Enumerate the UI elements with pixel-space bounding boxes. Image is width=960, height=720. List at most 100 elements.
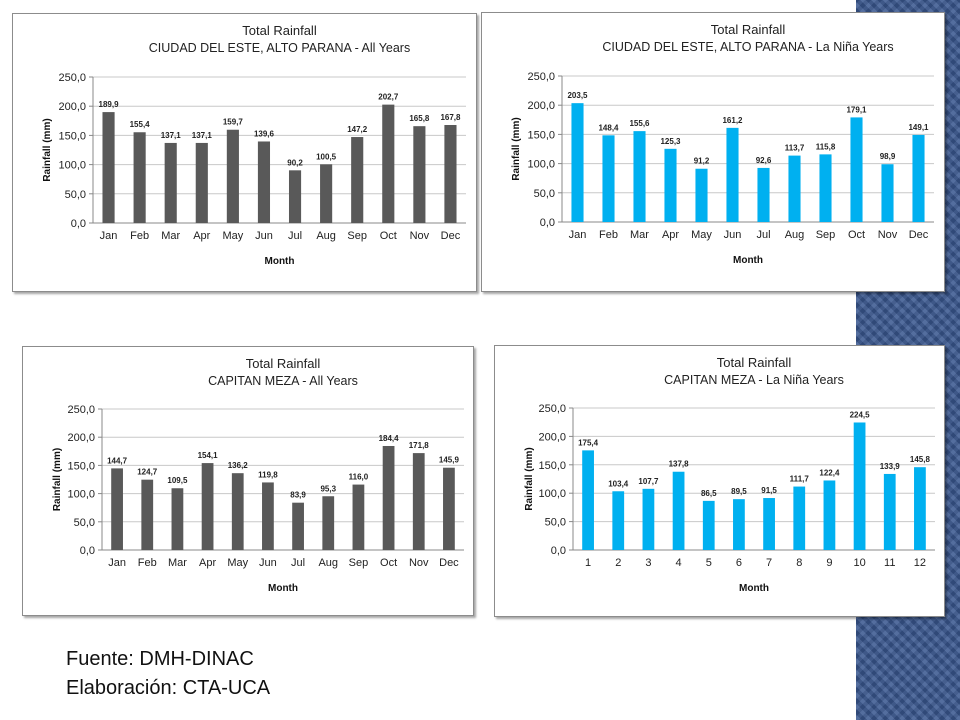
bar	[883, 473, 896, 550]
bar	[141, 479, 154, 550]
data-label: 154,1	[198, 451, 219, 460]
bar	[352, 484, 365, 550]
x-tick-label: 8	[796, 557, 802, 569]
bar	[672, 471, 685, 550]
bar	[413, 126, 426, 223]
data-label: 125,3	[660, 137, 681, 146]
data-label: 137,1	[161, 131, 182, 140]
x-tick-label: Aug	[318, 557, 338, 569]
data-label: 119,8	[258, 470, 278, 479]
bar	[111, 468, 123, 550]
y-axis-label: Rainfall (mm)	[524, 447, 535, 510]
x-tick-label: Feb	[130, 230, 149, 242]
chart-panel-capitan-meza-la-nina: Total Rainfall CAPITAN MEZA - La Niña Yea…	[494, 345, 945, 617]
data-label: 189,9	[99, 100, 120, 109]
bar	[320, 164, 333, 223]
bar	[444, 125, 457, 223]
bar	[726, 127, 739, 222]
x-tick-label: 6	[736, 557, 742, 569]
y-tick-label: 250,0	[527, 71, 555, 83]
bar	[443, 467, 455, 550]
y-tick-label: 0,0	[551, 545, 566, 557]
bar	[322, 496, 335, 550]
x-tick-label: 2	[615, 557, 621, 569]
bar	[171, 488, 184, 550]
y-tick-label: 50,0	[534, 188, 555, 200]
data-label: 145,8	[910, 455, 931, 464]
y-tick-label: 250,0	[67, 404, 95, 416]
x-tick-label: 9	[826, 557, 832, 569]
y-tick-label: 150,0	[67, 460, 95, 472]
chart-subtitle: CIUDAD DEL ESTE, ALTO PARANA - La Niña Y…	[602, 40, 893, 54]
data-label: 175,4	[578, 438, 599, 447]
data-label: 98,9	[880, 152, 896, 161]
chart-svg: Total Rainfall CIUDAD DEL ESTE, ALTO PARA…	[511, 22, 934, 266]
x-tick-label: Sep	[347, 230, 367, 242]
chart-svg: Total Rainfall CAPITAN MEZA - La Niña Yea…	[524, 355, 935, 594]
x-tick-label: 1	[585, 557, 591, 569]
elaboration-note: Elaboración: CTA-UCA	[66, 677, 271, 699]
x-tick-label: Apr	[199, 557, 216, 569]
x-tick-label: Sep	[349, 557, 369, 569]
x-tick-label: Nov	[878, 229, 898, 241]
x-tick-label: Jul	[288, 230, 302, 242]
data-label: 137,8	[669, 460, 690, 469]
bar	[571, 103, 584, 222]
data-label: 202,7	[378, 93, 399, 102]
x-tick-label: May	[227, 557, 248, 569]
x-tick-label: Aug	[785, 229, 805, 241]
x-tick-label: Nov	[410, 230, 430, 242]
x-tick-label: 7	[766, 557, 772, 569]
data-label: 100,5	[316, 152, 337, 161]
chart-title: Total Rainfall	[711, 22, 786, 37]
data-label: 91,5	[761, 486, 777, 495]
chart-subtitle: CAPITAN MEZA - La Niña Years	[664, 373, 844, 387]
data-label: 109,5	[167, 476, 188, 485]
bar	[881, 164, 894, 222]
data-label: 86,5	[701, 489, 717, 498]
bar	[733, 499, 745, 550]
y-tick-label: 150,0	[58, 130, 86, 142]
y-tick-label: 200,0	[67, 432, 95, 444]
x-tick-label: Feb	[138, 557, 157, 569]
chart-subtitle: CIUDAD DEL ESTE, ALTO PARANA - All Years	[149, 41, 410, 55]
bar	[853, 422, 866, 550]
bar	[702, 500, 715, 550]
data-label: 165,8	[409, 114, 430, 123]
x-tick-label: Jun	[724, 229, 742, 241]
bar	[912, 134, 925, 222]
data-label: 155,6	[629, 119, 650, 128]
data-label: 224,5	[850, 410, 871, 419]
x-axis-label: Month	[265, 256, 295, 267]
data-label: 83,9	[290, 491, 306, 500]
y-tick-label: 100,0	[538, 488, 566, 500]
y-tick-label: 200,0	[58, 101, 86, 113]
x-tick-label: May	[222, 230, 243, 242]
chart-panel-capitan-meza-all-years: Total Rainfall CAPITAN MEZA - All Years 0,…	[22, 346, 474, 616]
y-tick-label: 0,0	[80, 545, 95, 557]
x-tick-label: Feb	[599, 229, 618, 241]
data-label: 95,3	[320, 484, 336, 493]
x-tick-label: Jan	[100, 230, 118, 242]
data-label: 111,7	[790, 475, 810, 484]
data-label: 179,1	[846, 105, 867, 114]
data-label: 103,4	[608, 479, 629, 488]
bar	[226, 129, 239, 223]
data-label: 144,7	[107, 456, 128, 465]
chart-panel-ciudad-del-este-all-years: Total Rainfall CIUDAD DEL ESTE, ALTO PARA…	[12, 13, 477, 292]
x-tick-label: 4	[676, 557, 682, 569]
bar	[231, 473, 244, 550]
data-label: 137,1	[192, 131, 213, 140]
y-tick-label: 100,0	[67, 489, 95, 501]
data-label: 91,2	[694, 157, 710, 166]
chart-title: Total Rainfall	[717, 355, 792, 370]
data-label: 167,8	[440, 113, 461, 122]
x-tick-label: Jan	[108, 557, 126, 569]
source-note: Fuente: DMH-DINAC	[66, 648, 254, 670]
data-label: 155,4	[130, 120, 151, 129]
bar	[757, 167, 770, 222]
data-label: 159,7	[223, 118, 244, 127]
chart-title: Total Rainfall	[246, 356, 321, 371]
bar	[195, 142, 208, 223]
x-tick-label: Jun	[255, 230, 273, 242]
